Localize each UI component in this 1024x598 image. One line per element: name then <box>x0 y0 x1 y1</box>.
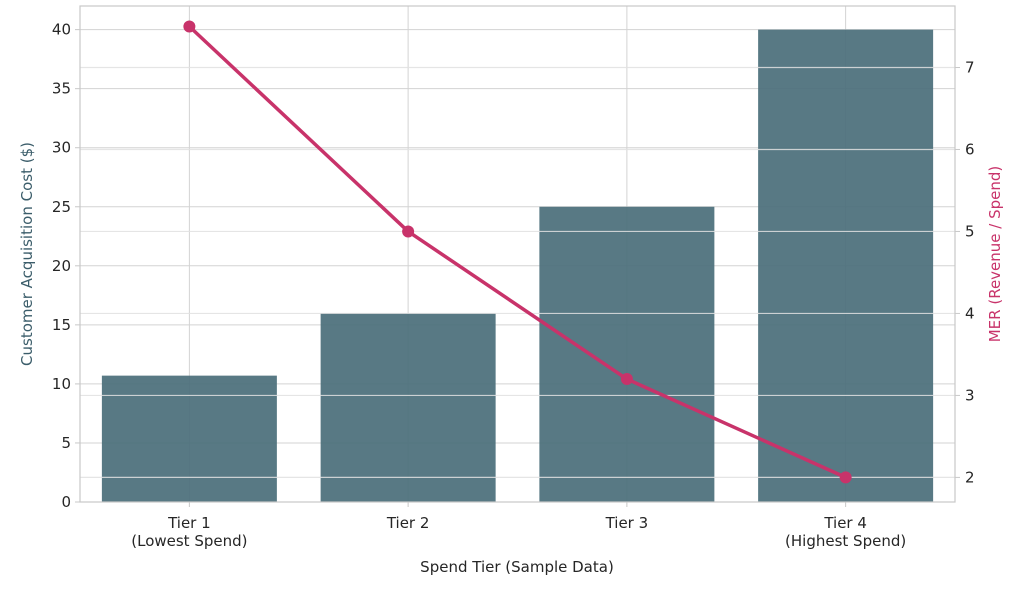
series-point <box>402 225 415 238</box>
y-right-tick-label: 7 <box>965 58 975 76</box>
y-left-tick-label: 5 <box>61 434 71 452</box>
x-axis-title: Spend Tier (Sample Data) <box>420 558 614 576</box>
line-layer <box>183 20 852 484</box>
y-left-tick-label: 10 <box>52 375 71 393</box>
bar <box>758 29 934 502</box>
x-tick-label: Tier 2 <box>386 514 430 532</box>
series-point <box>839 471 852 484</box>
series-point <box>620 373 633 386</box>
y-left-tick-label: 0 <box>61 493 71 511</box>
x-tick-label: Tier 4 <box>823 514 867 532</box>
x-tick-label: (Highest Spend) <box>785 532 906 550</box>
y-right-tick-label: 3 <box>965 386 975 404</box>
y-left-tick-label: 25 <box>52 198 71 216</box>
y-left-tick-label: 30 <box>52 139 71 157</box>
y-left-tick-label: 40 <box>52 21 71 39</box>
series-line <box>187 24 848 480</box>
y-right-tick-label: 2 <box>965 468 975 486</box>
series-point <box>183 20 196 33</box>
y-axis-right-title: MER (Revenue / Spend) <box>986 166 1004 343</box>
bar <box>320 313 496 502</box>
x-tick-label: (Lowest Spend) <box>131 532 247 550</box>
y-left-tick-label: 35 <box>52 80 71 98</box>
y-right-tick-label: 5 <box>965 222 975 240</box>
y-left-tick-label: 15 <box>52 316 71 334</box>
bar-layer <box>101 29 934 502</box>
tick-layer: 0 5 10 15 20 25 30 35 40 2 3 4 5 6 7 Tier 1(Lowest Spen… <box>52 21 975 550</box>
frame-layer <box>79 5 956 503</box>
y-right-tick-label: 4 <box>965 304 975 322</box>
bar <box>101 375 277 502</box>
plot-frame <box>79 5 956 503</box>
overlay-grid-layer <box>80 66 955 479</box>
x-tick-label: Tier 3 <box>605 514 649 532</box>
x-tick-label: Tier 1 <box>167 514 211 532</box>
y-axis-left-title: Customer Acquisition Cost ($) <box>18 142 36 366</box>
y-right-tick-label: 6 <box>965 140 975 158</box>
y-left-tick-label: 20 <box>52 257 71 275</box>
bar <box>539 206 715 502</box>
